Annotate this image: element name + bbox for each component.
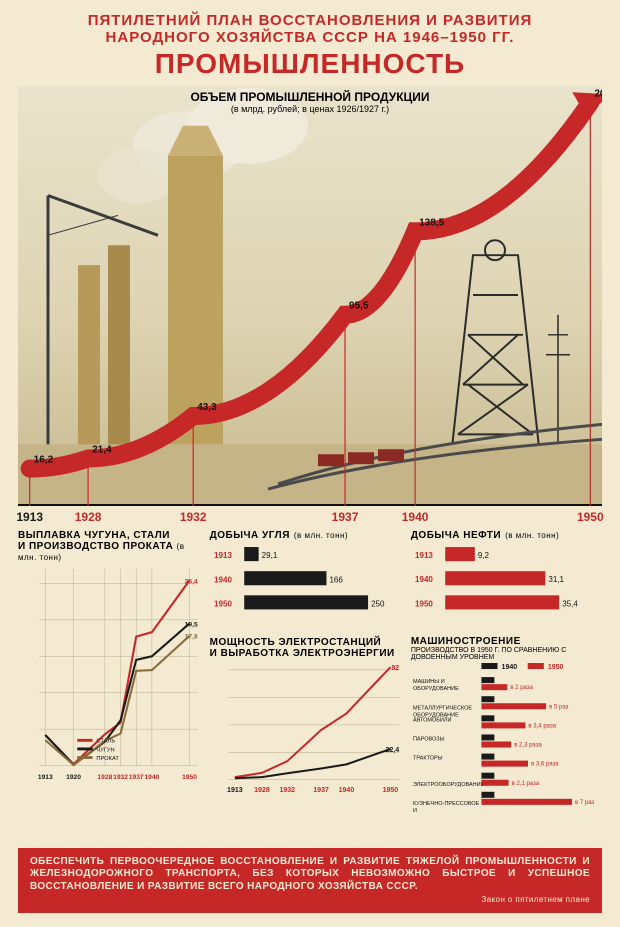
oil-unit: (в млн. тонн) [505, 531, 559, 540]
header-block: ПЯТИЛЕТНИЙ ПЛАН ВОССТАНОВЛЕНИЯ И РАЗВИТИ… [18, 12, 602, 80]
svg-text:1913: 1913 [38, 774, 53, 781]
svg-text:1928: 1928 [254, 786, 270, 793]
coal-chart: 1913 29,1 1940 166 1950 250 [210, 541, 401, 622]
main-chart-subtitle-text: (в млрд. рублей; в ценах 1926/1927 г.) [190, 104, 429, 114]
svg-text:СТАЛЬ: СТАЛЬ [96, 739, 115, 745]
footer-text: ОБЕСПЕЧИТЬ ПЕРВООЧЕРЕДНОЕ ВОССТАНОВЛЕНИЕ… [30, 856, 590, 892]
svg-text:1940: 1940 [338, 786, 354, 793]
svg-text:1913: 1913 [214, 551, 232, 560]
svg-text:1950: 1950 [382, 786, 398, 793]
svg-text:1932: 1932 [113, 774, 128, 781]
oil-title: ДОБЫЧА НЕФТИ (в млн. тонн) [411, 530, 602, 541]
svg-text:1940: 1940 [501, 665, 517, 672]
svg-text:25,4: 25,4 [185, 578, 198, 585]
main-chart-title-text: ОБЪЕМ ПРОМЫШЛЕННОЙ ПРОДУКЦИИ [190, 90, 429, 104]
svg-text:1932: 1932 [279, 786, 295, 793]
panel-iron-steel: ВЫПЛАВКА ЧУГУНА, СТАЛИИ ПРОИЗВОДСТВО ПРО… [18, 530, 200, 840]
svg-text:21,4: 21,4 [92, 444, 112, 455]
svg-text:в 2,1 раза: в 2,1 раза [511, 781, 539, 787]
svg-text:в 5 раз: в 5 раз [549, 705, 569, 711]
svg-text:1920: 1920 [66, 774, 81, 781]
mach-title: МАШИНОСТРОЕНИЕ [411, 636, 602, 647]
svg-text:МЕТАЛЛУРГИЧЕСКОЕ: МЕТАЛЛУРГИЧЕСКОЕ [413, 706, 472, 712]
svg-text:ОБОРУДОВАНИЕ: ОБОРУДОВАНИЕ [413, 687, 459, 693]
svg-text:1950: 1950 [214, 599, 232, 608]
svg-text:19,5: 19,5 [185, 621, 198, 628]
svg-text:1940: 1940 [214, 575, 232, 584]
poster-root: ПЯТИЛЕТНИЙ ПЛАН ВОССТАНОВЛЕНИЯ И РАЗВИТИ… [0, 0, 620, 927]
svg-text:1940: 1940 [144, 774, 159, 781]
svg-text:ПАРОВОЗЫ: ПАРОВОЗЫ [413, 737, 445, 743]
oil-title-text: ДОБЫЧА НЕФТИ [411, 530, 501, 541]
svg-text:1950: 1950 [548, 665, 564, 672]
svg-text:250: 250 [371, 599, 385, 608]
svg-text:в 3,4 раза: в 3,4 раза [528, 724, 556, 730]
svg-text:95,5: 95,5 [349, 301, 369, 312]
year-tick: 1913 [16, 510, 43, 524]
svg-text:17,8: 17,8 [185, 634, 198, 641]
svg-text:82: 82 [391, 665, 399, 672]
coal-unit: (в млн. тонн) [294, 531, 348, 540]
iron-steel-chart: 1913 1920 1928193219371940 1950 25,4 19,5 17,8… [18, 563, 200, 792]
svg-text:ПРОКАТ: ПРОКАТ [96, 756, 119, 762]
lower-panels: ВЫПЛАВКА ЧУГУНА, СТАЛИИ ПРОИЗВОДСТВО ПРО… [18, 524, 602, 840]
header-line1: ПЯТИЛЕТНИЙ ПЛАН ВОССТАНОВЛЕНИЯ И РАЗВИТИ… [18, 12, 602, 29]
svg-text:АВТОМОБИЛИ: АВТОМОБИЛИ [413, 718, 451, 724]
svg-text:в 3,6 раза: в 3,6 раза [531, 762, 559, 768]
svg-text:1913: 1913 [227, 786, 243, 793]
oil-chart: 1913 9,2 1940 31,1 1950 35,4 [411, 541, 602, 621]
year-tick: 1940 [402, 510, 429, 524]
svg-text:И: И [413, 808, 417, 812]
svg-text:в 2,3 раза: в 2,3 раза [514, 743, 542, 749]
machinery-chart: 1940 1950 МАШИНЫ И ОБОРУДОВАНИЕ в 2 раза МЕ… [411, 661, 602, 812]
svg-text:1950: 1950 [182, 774, 197, 781]
svg-text:35,4: 35,4 [562, 599, 578, 608]
svg-text:в 7 раз: в 7 раз [575, 800, 595, 806]
vertical-markers [30, 102, 591, 506]
svg-text:43,3: 43,3 [197, 402, 217, 413]
panel-right: ДОБЫЧА НЕФТИ (в млн. тонн) 1913 9,2 1940 31… [411, 530, 602, 840]
footer-cite: Закон о пятилетнем плане [30, 895, 590, 905]
svg-text:205: 205 [594, 88, 602, 99]
coal-title-text: ДОБЫЧА УГЛЯ [210, 530, 290, 541]
coal-title: ДОБЫЧА УГЛЯ (в млн. тонн) [210, 530, 401, 541]
svg-text:31,1: 31,1 [548, 575, 564, 584]
year-tick: 1937 [332, 510, 359, 524]
svg-text:ТРАКТОРЫ: ТРАКТОРЫ [413, 756, 443, 762]
svg-text:1940: 1940 [415, 575, 433, 584]
mach-sub: ПРОИЗВОДСТВО В 1950 Г. ПО СРАВНЕНИЮ С ДО… [411, 647, 602, 661]
svg-text:22,4: 22,4 [385, 747, 399, 754]
svg-text:КУЗНЕЧНО-ПРЕССОВОЕ: КУЗНЕЧНО-ПРЕССОВОЕ [413, 801, 480, 807]
svg-text:1937: 1937 [313, 786, 329, 793]
main-chart: ОБЪЕМ ПРОМЫШЛЕННОЙ ПРОДУКЦИИ (в млрд. ру… [18, 86, 602, 506]
svg-text:1928: 1928 [97, 774, 112, 781]
svg-text:ЭЛЕКТРООБОРУДОВАНИЕ: ЭЛЕКТРООБОРУДОВАНИЕ [413, 782, 485, 788]
year-tick: 1950 [577, 510, 604, 524]
svg-text:МАШИНЫ И: МАШИНЫ И [413, 680, 445, 686]
svg-text:138,5: 138,5 [419, 217, 444, 228]
svg-text:29,1: 29,1 [261, 551, 277, 560]
main-chart-title: ОБЪЕМ ПРОМЫШЛЕННОЙ ПРОДУКЦИИ (в млрд. ру… [190, 90, 429, 114]
growth-curve: 16,2 21,4 43,3 95,5 138,5 205 [18, 86, 602, 506]
panel-mid: ДОБЫЧА УГЛЯ (в млн. тонн) 1913 29,1 1940 16… [210, 530, 401, 840]
elec-title: МОЩНОСТЬ ЭЛЕКТРОСТАНЦИЙИ ВЫРАБОТКА ЭЛЕКТ… [210, 637, 401, 659]
iron-title: ВЫПЛАВКА ЧУГУНА, СТАЛИИ ПРОИЗВОДСТВО ПРО… [18, 530, 200, 563]
svg-text:1950: 1950 [415, 599, 433, 608]
year-axis: 1913 1928 1932 1937 1940 1950 [18, 506, 602, 524]
svg-text:16,2: 16,2 [34, 455, 54, 466]
svg-text:166: 166 [329, 575, 343, 584]
svg-text:ЧУГУН: ЧУГУН [96, 747, 114, 753]
year-tick: 1928 [75, 510, 102, 524]
year-tick: 1932 [180, 510, 207, 524]
svg-text:1913: 1913 [415, 551, 433, 560]
header-line3: ПРОМЫШЛЕННОСТЬ [18, 48, 602, 80]
svg-text:9,2: 9,2 [478, 551, 490, 560]
svg-text:в 2 раза: в 2 раза [510, 686, 533, 692]
svg-text:1937: 1937 [129, 774, 144, 781]
electricity-chart: 1913 1928 1932 1937 1940 1950 82 22,4 [210, 659, 401, 800]
footer-band: ОБЕСПЕЧИТЬ ПЕРВООЧЕРЕДНОЕ ВОССТАНОВЛЕНИЕ… [18, 848, 602, 914]
header-line2: НАРОДНОГО ХОЗЯЙСТВА СССР НА 1946–1950 ГГ… [18, 29, 602, 46]
